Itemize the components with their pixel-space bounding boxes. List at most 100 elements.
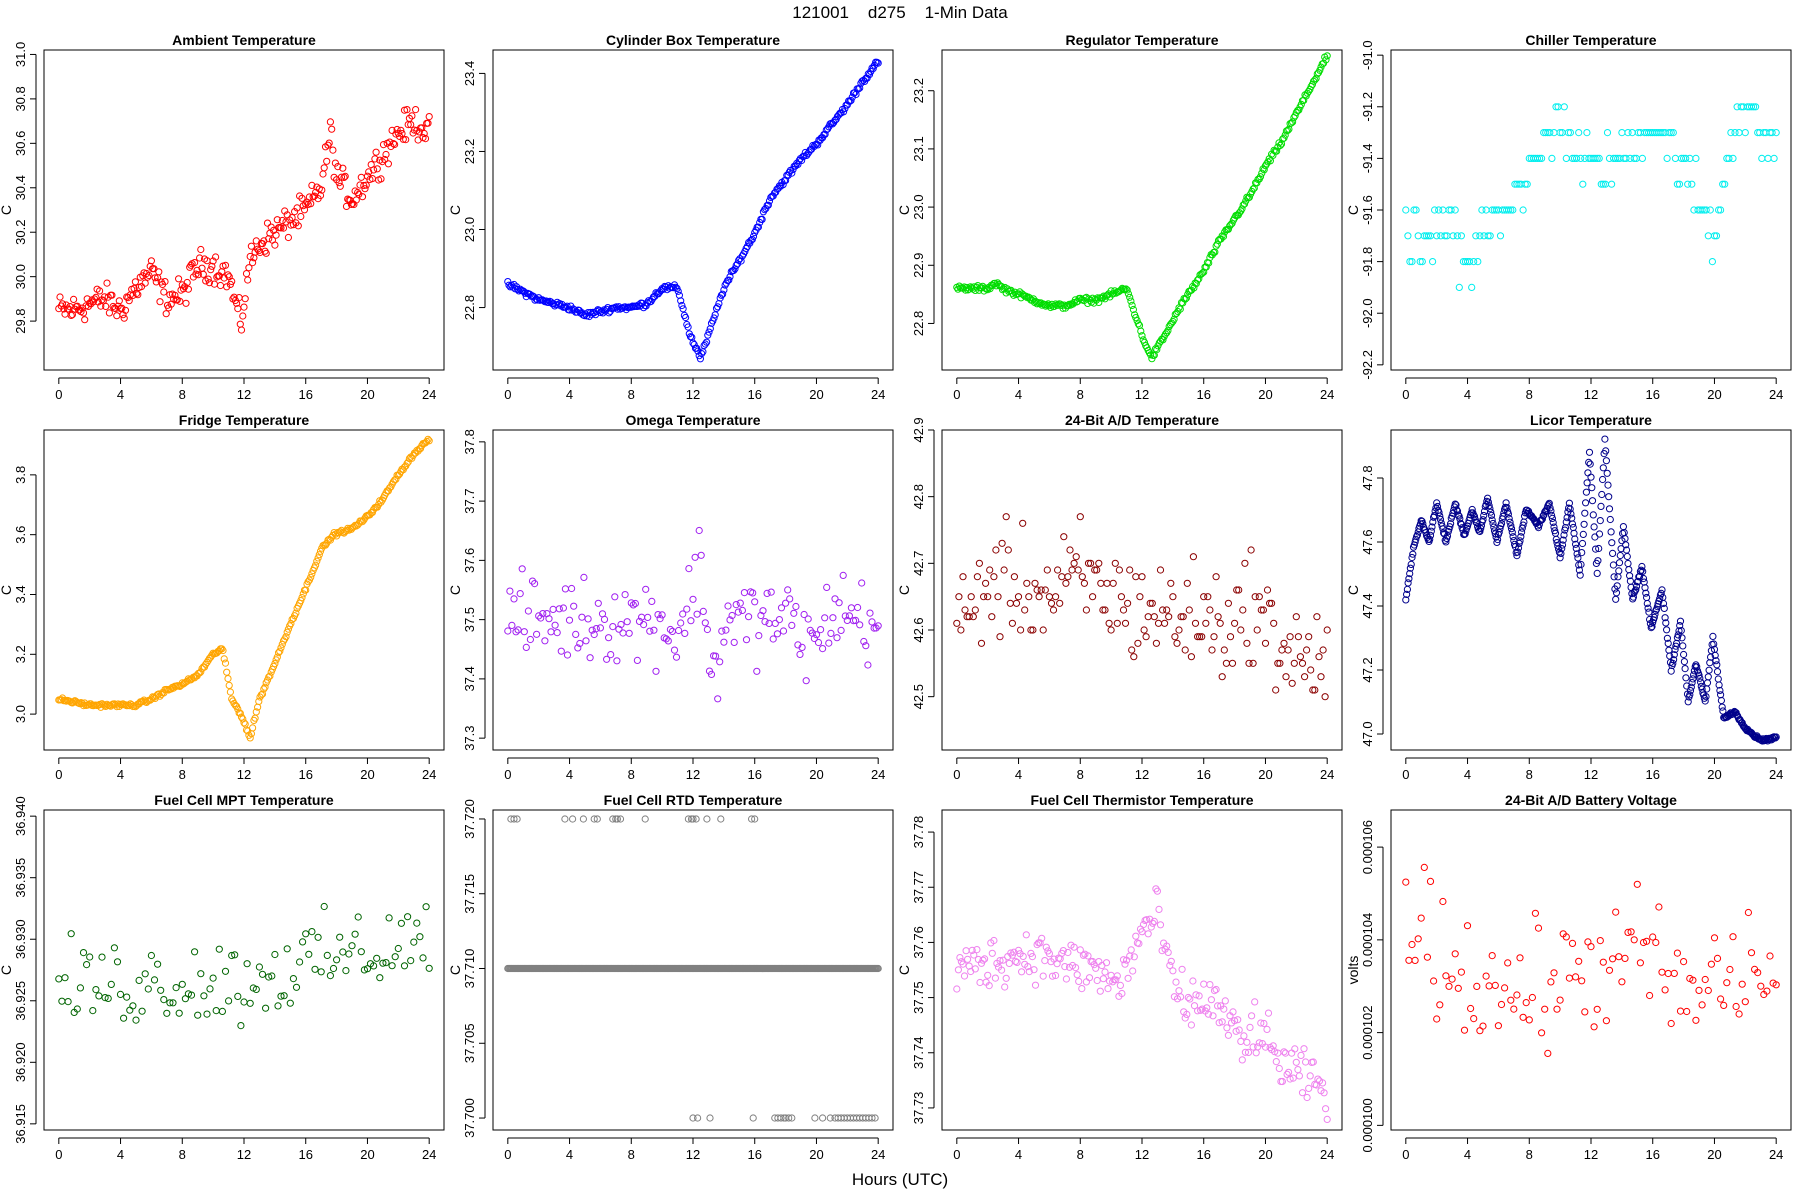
data-point bbox=[126, 1006, 134, 1014]
data-point bbox=[646, 627, 654, 635]
data-point bbox=[231, 951, 239, 959]
data-point bbox=[236, 320, 244, 328]
data-point bbox=[1263, 1025, 1271, 1034]
data-point bbox=[1185, 606, 1193, 614]
data-points bbox=[953, 885, 1331, 1124]
data-point bbox=[389, 140, 397, 148]
data-point bbox=[224, 675, 232, 683]
data-point bbox=[1721, 180, 1729, 188]
x-tick-label: 4 bbox=[117, 387, 124, 402]
data-point bbox=[55, 975, 63, 983]
data-point bbox=[812, 140, 821, 148]
data-point bbox=[1259, 606, 1268, 614]
data-point bbox=[829, 614, 837, 622]
data-point bbox=[520, 628, 528, 636]
data-point bbox=[1577, 154, 1585, 162]
y-tick-label: 0.000104 bbox=[1360, 913, 1375, 967]
data-point bbox=[129, 1002, 137, 1010]
data-point bbox=[1508, 528, 1516, 536]
data-point bbox=[811, 141, 819, 149]
data-point bbox=[1564, 129, 1573, 137]
data-point bbox=[132, 1016, 140, 1024]
data-point bbox=[1643, 937, 1651, 945]
data-point bbox=[1555, 548, 1564, 556]
data-point bbox=[1538, 515, 1547, 523]
data-point bbox=[357, 173, 365, 181]
data-point bbox=[742, 244, 750, 253]
data-point bbox=[1590, 1023, 1598, 1031]
data-point bbox=[1578, 977, 1586, 985]
data-point bbox=[277, 224, 285, 232]
data-point bbox=[1518, 528, 1526, 536]
data-point bbox=[293, 204, 301, 212]
data-point bbox=[1427, 527, 1435, 535]
data-point bbox=[764, 201, 772, 209]
data-point bbox=[792, 602, 800, 611]
data-point bbox=[218, 1007, 226, 1016]
data-point bbox=[1436, 1001, 1444, 1009]
data-point bbox=[1609, 561, 1618, 569]
data-point bbox=[596, 624, 605, 632]
data-point bbox=[1253, 179, 1261, 187]
data-point bbox=[1747, 949, 1756, 957]
data-point bbox=[1670, 656, 1678, 664]
data-point bbox=[257, 691, 265, 699]
data-point bbox=[1692, 1016, 1700, 1024]
x-tick-label: 0 bbox=[504, 767, 511, 782]
data-point bbox=[135, 976, 143, 985]
data-point bbox=[1624, 559, 1632, 568]
data-point bbox=[823, 583, 831, 592]
data-point bbox=[753, 667, 761, 675]
data-point bbox=[1072, 964, 1080, 972]
data-point bbox=[737, 257, 745, 265]
data-point bbox=[996, 633, 1004, 641]
x-tick-label: 4 bbox=[566, 1147, 573, 1162]
data-point bbox=[845, 612, 854, 620]
data-point bbox=[175, 1009, 183, 1017]
data-point bbox=[1609, 549, 1617, 558]
data-point bbox=[1294, 1066, 1302, 1074]
data-point bbox=[1752, 103, 1760, 111]
data-point bbox=[1615, 559, 1624, 567]
data-point bbox=[1263, 586, 1272, 594]
data-point bbox=[1572, 973, 1580, 981]
data-point bbox=[1420, 863, 1428, 872]
data-point bbox=[854, 85, 863, 93]
data-point bbox=[358, 193, 367, 201]
data-point bbox=[1617, 545, 1625, 553]
data-point bbox=[156, 298, 164, 306]
data-point bbox=[961, 606, 969, 614]
data-point bbox=[1595, 544, 1603, 553]
data-point bbox=[1023, 579, 1031, 587]
data-point bbox=[641, 815, 649, 823]
data-point bbox=[162, 310, 170, 318]
data-point bbox=[1615, 953, 1623, 961]
data-point bbox=[208, 262, 216, 270]
chart-panel: Fuel Cell MPT TemperatureC0481216202436.… bbox=[0, 792, 445, 1162]
data-point bbox=[1292, 613, 1300, 621]
data-point bbox=[1658, 586, 1666, 594]
data-point bbox=[828, 120, 837, 128]
data-point bbox=[308, 928, 316, 936]
data-point bbox=[968, 946, 976, 955]
data-point bbox=[736, 599, 744, 607]
data-point bbox=[730, 638, 738, 647]
y-tick-label: 36.940 bbox=[13, 796, 28, 836]
data-point bbox=[1251, 998, 1259, 1006]
data-point bbox=[1463, 922, 1472, 930]
data-point bbox=[1406, 564, 1415, 572]
data-point bbox=[1116, 287, 1124, 295]
data-point bbox=[1534, 524, 1543, 532]
data-point bbox=[1652, 607, 1660, 615]
data-point bbox=[851, 89, 859, 97]
data-point bbox=[1105, 619, 1113, 627]
data-point bbox=[872, 624, 880, 632]
data-point bbox=[831, 595, 839, 603]
data-point bbox=[1132, 932, 1140, 940]
data-point bbox=[1138, 928, 1146, 936]
data-point bbox=[1154, 619, 1163, 627]
data-point bbox=[281, 207, 289, 215]
data-point bbox=[221, 261, 230, 269]
data-point bbox=[689, 815, 697, 823]
data-point bbox=[681, 629, 689, 638]
